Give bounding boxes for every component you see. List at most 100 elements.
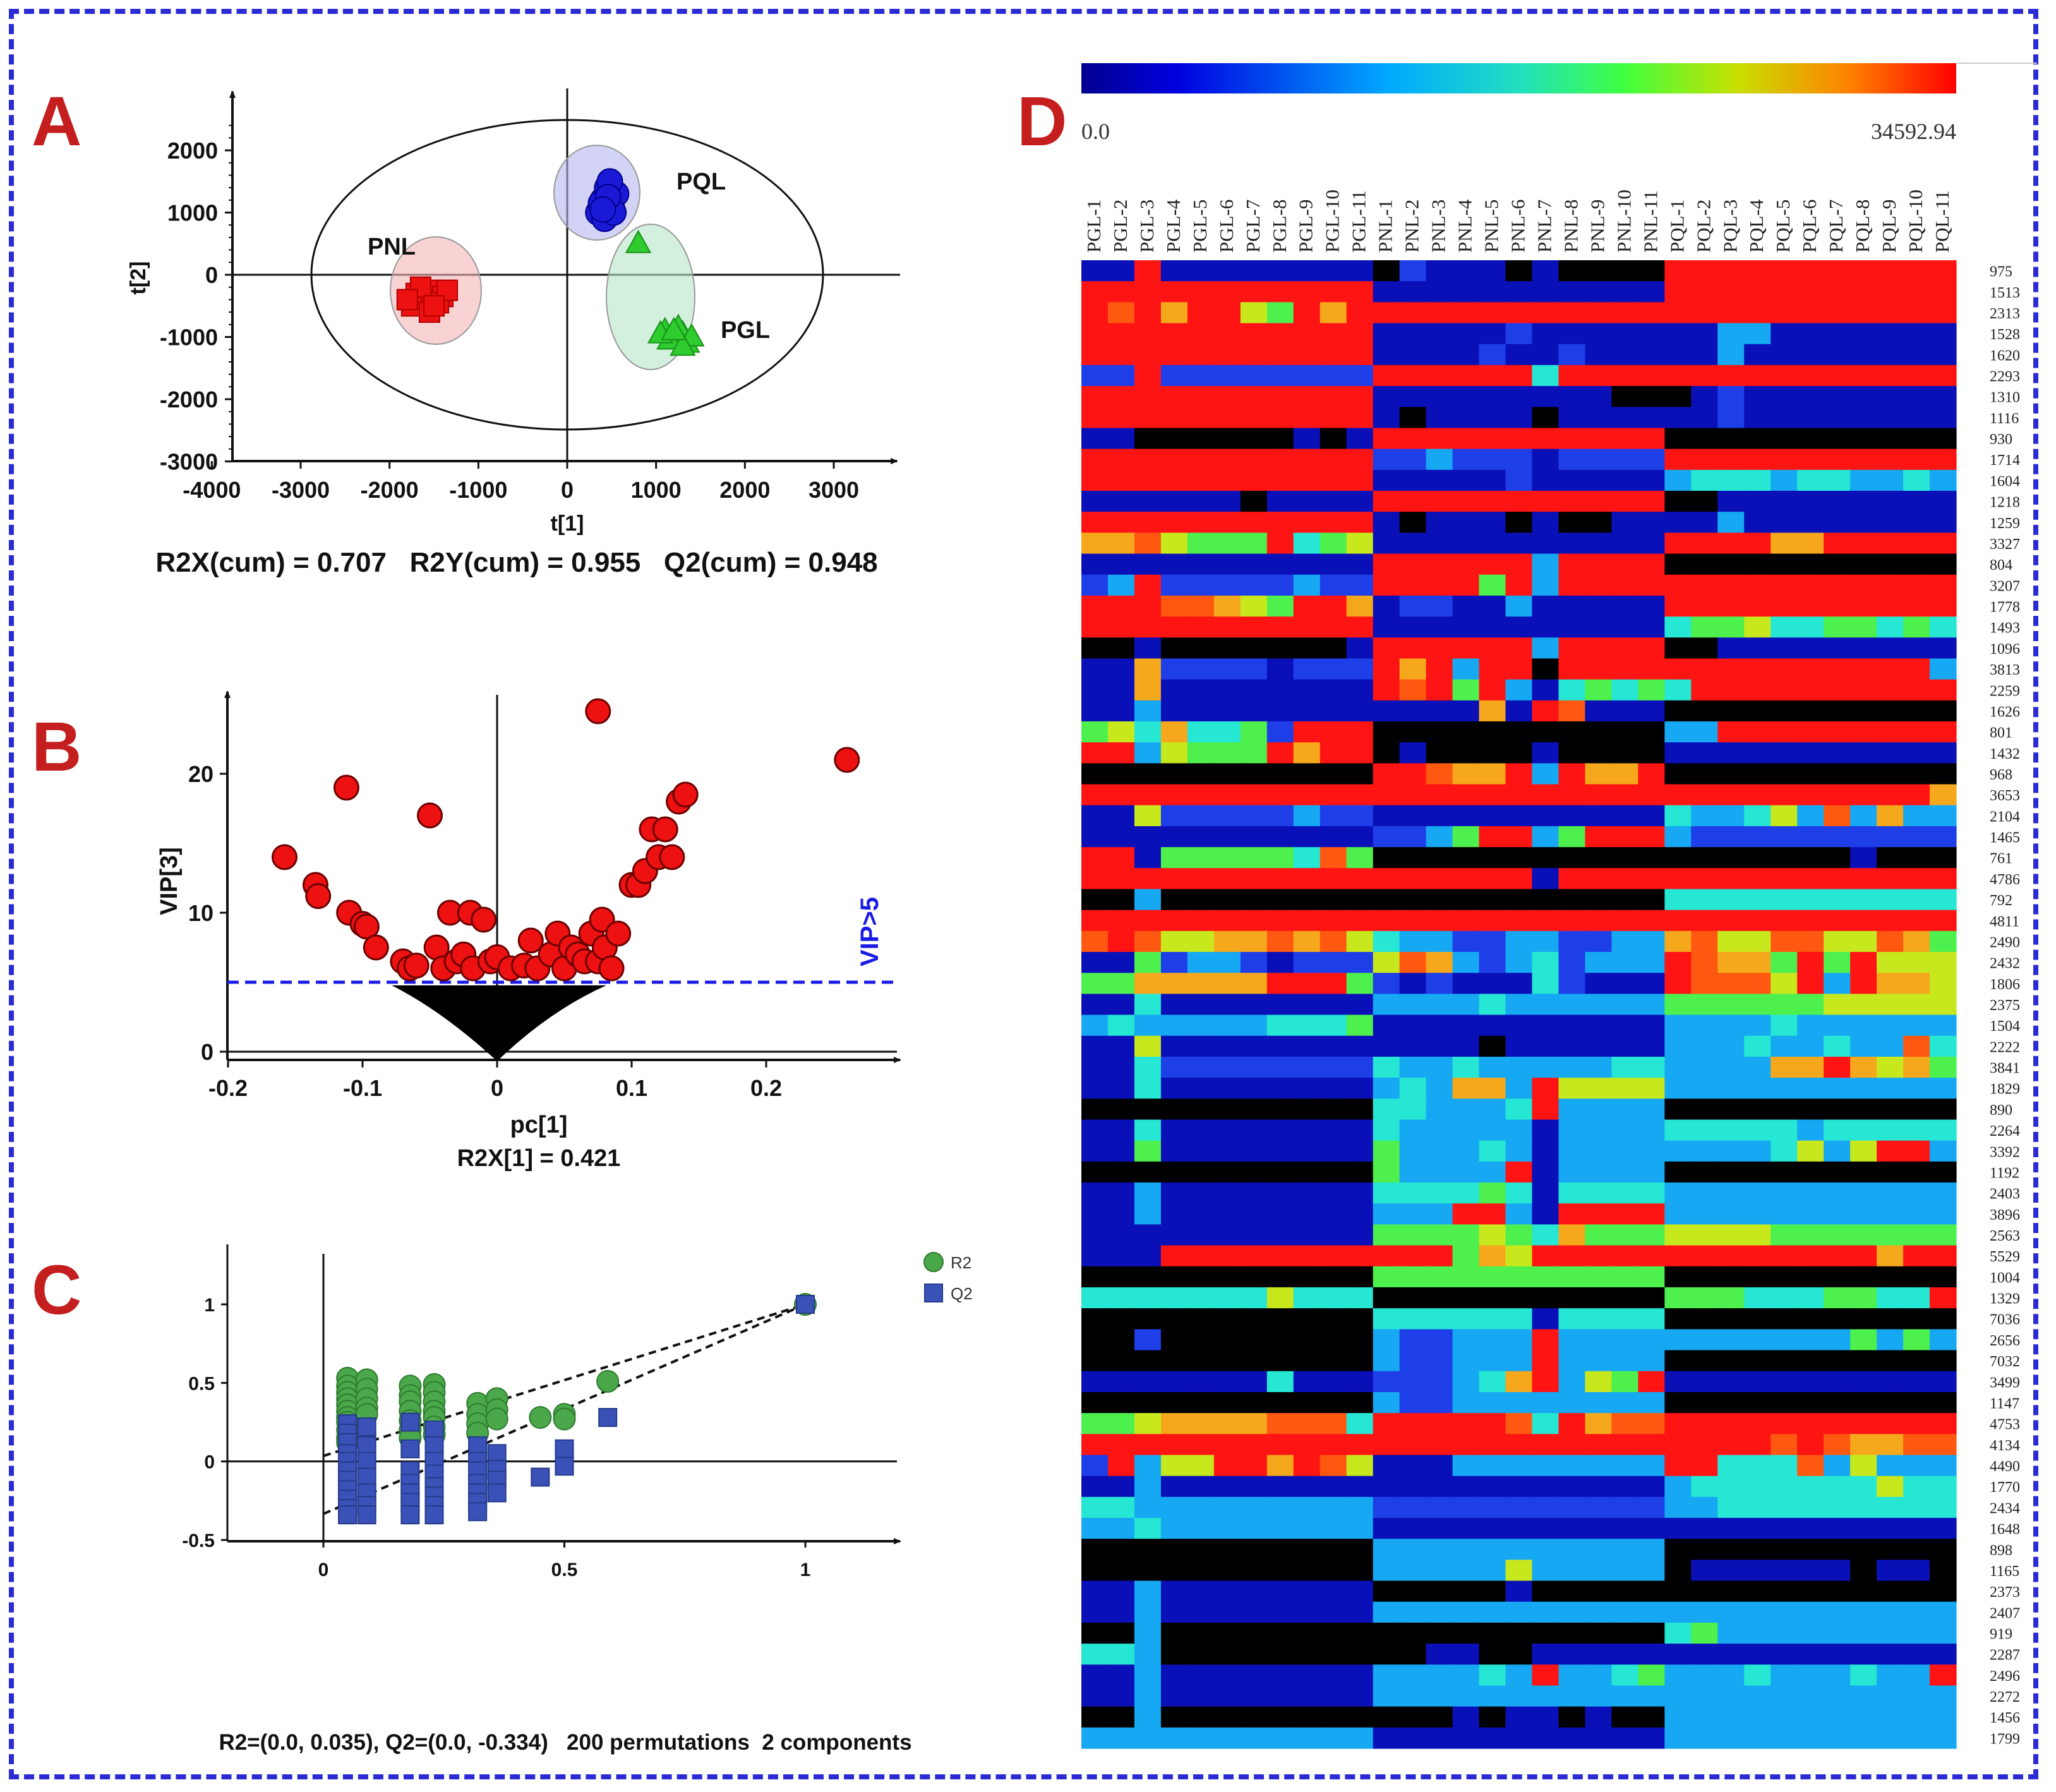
heatmap-cell (1585, 574, 1612, 596)
heatmap-cell (1452, 742, 1480, 764)
heatmap-cell (1664, 553, 1692, 575)
heatmap-cell (1585, 364, 1612, 387)
heatmap-cell (1320, 637, 1347, 659)
vip-threshold-label: VIP>5 (856, 897, 884, 966)
vip-point (333, 774, 359, 801)
column-label: PQL-8 (1851, 200, 1873, 253)
row-label: 1004 (1990, 1270, 2020, 1286)
heatmap-cell (1824, 994, 1851, 1016)
heatmap-cell (1850, 1664, 1877, 1687)
heatmap-cell (1532, 574, 1560, 596)
heatmap-cell (1877, 532, 1904, 555)
heatmap-cell (1664, 1056, 1692, 1078)
heatmap-cell (1797, 1266, 1824, 1288)
heatmap-cell (1426, 491, 1453, 512)
heatmap-cell (1266, 1014, 1294, 1037)
heatmap-cell (1770, 805, 1798, 827)
heatmap-cell (1426, 1539, 1453, 1560)
heatmap-cell (1824, 658, 1851, 680)
q2-point (487, 1444, 507, 1464)
column-label: PGL-11 (1348, 190, 1370, 253)
heatmap-cell (1638, 679, 1665, 701)
heatmap-cell (1770, 1517, 1798, 1539)
heatmap-cell (1797, 847, 1824, 869)
vip-point (834, 747, 860, 773)
heatmap-cell (1770, 323, 1798, 345)
row-label: 3653 (1990, 788, 2020, 804)
heatmap-cell (1611, 1685, 1638, 1707)
heatmap-cell (1744, 973, 1771, 995)
heatmap-cell (1293, 1119, 1321, 1141)
heatmap-cell (1373, 1539, 1400, 1560)
heatmap-cell (1346, 1371, 1374, 1393)
heatmap-cell (1479, 637, 1506, 659)
heatmap-cell (1134, 1350, 1162, 1372)
heatmap-cell (1611, 491, 1638, 512)
heatmap-cell (1081, 281, 1109, 303)
heatmap-cell (1266, 1644, 1294, 1665)
heatmap-cell (1346, 868, 1374, 890)
heatmap-cell (1505, 1182, 1533, 1204)
heatmap-cell (1664, 1601, 1692, 1623)
heatmap-cell (1187, 1287, 1215, 1309)
heatmap-cell (1266, 679, 1294, 701)
heatmap-cell (1107, 386, 1135, 407)
heatmap-cell (1877, 721, 1904, 743)
heatmap-cell (1240, 826, 1268, 848)
heatmap-cell (1479, 364, 1506, 387)
heatmap-cell (1187, 1329, 1215, 1351)
heatmap-cell (1134, 1266, 1162, 1288)
heatmap-cell (1187, 889, 1215, 911)
heatmap-cell (1346, 1350, 1374, 1372)
heatmap-cell (1744, 805, 1771, 827)
heatmap-cell (1213, 1685, 1241, 1707)
heatmap-cell (1213, 469, 1241, 491)
heatmap-cell (1081, 868, 1109, 890)
heatmap-cell (1479, 1601, 1506, 1623)
heatmap-cell (1320, 952, 1347, 973)
heatmap-cell (1638, 847, 1665, 869)
heatmap-cell (1611, 1392, 1638, 1414)
heatmap-cell (1532, 1644, 1560, 1665)
column-label: PQL-11 (1931, 190, 1953, 253)
heatmap-cell (1717, 910, 1745, 932)
heatmap-cell (1611, 910, 1638, 932)
heatmap-cell (1373, 1035, 1400, 1057)
heatmap-cell (1744, 930, 1771, 953)
heatmap-cell (1081, 763, 1109, 785)
heatmap-cell (1691, 994, 1718, 1016)
heatmap-cell (1850, 1727, 1877, 1749)
heatmap-cell (1770, 721, 1798, 743)
heatmap-cell (1930, 1685, 1957, 1707)
heatmap-cell (1877, 491, 1904, 512)
heatmap-cell (1611, 1287, 1638, 1309)
heatmap-cell (1744, 1392, 1771, 1414)
heatmap-cell (1797, 1664, 1824, 1687)
row-label: 3207 (1990, 578, 2020, 594)
heatmap-cell (1770, 491, 1798, 512)
heatmap-cell (1373, 1161, 1400, 1183)
heatmap-cell (1611, 595, 1638, 617)
heatmap-cell (1797, 1392, 1824, 1414)
heatmap-cell (1585, 1203, 1612, 1225)
heatmap-cell (1505, 364, 1533, 387)
heatmap-cell (1479, 323, 1506, 345)
heatmap-cell (1558, 930, 1586, 953)
heatmap-cell (1107, 1434, 1135, 1456)
heatmap-cell (1850, 952, 1877, 973)
heatmap-cell (1717, 930, 1745, 953)
heatmap-cell (1824, 595, 1851, 617)
heatmap-cell (1081, 1601, 1109, 1623)
heatmap-cell (1824, 1706, 1851, 1728)
heatmap-cell (1505, 1266, 1533, 1288)
heatmap-cell (1373, 784, 1400, 806)
heatmap-cell (1479, 428, 1506, 450)
heatmap-cell (1399, 1601, 1427, 1623)
heatmap-cell (1107, 595, 1135, 617)
heatmap-cell (1611, 1434, 1638, 1456)
heatmap-cell (1532, 1664, 1560, 1687)
heatmap-cell (1134, 1035, 1162, 1057)
heatmap-cell (1266, 1078, 1294, 1099)
heatmap-cell (1877, 1140, 1904, 1162)
heatmap-cell (1532, 1266, 1560, 1288)
